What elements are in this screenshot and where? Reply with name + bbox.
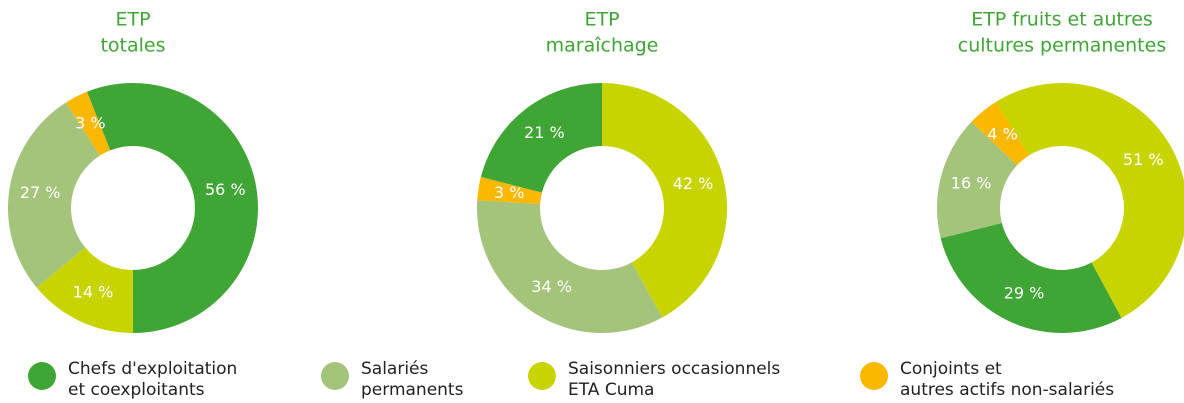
data-label: 56 % — [205, 180, 246, 199]
chart-title: totales — [100, 35, 165, 57]
donut-slice — [936, 121, 1018, 239]
data-label: 29 % — [1004, 284, 1045, 303]
donut-slice — [477, 176, 542, 205]
donut-slice — [66, 91, 111, 156]
donut-slice — [971, 101, 1030, 166]
data-label: 16 % — [951, 173, 992, 192]
chart-title: cultures permanentes — [958, 35, 1166, 57]
legend-swatch — [860, 362, 888, 390]
data-label: 4 % — [987, 125, 1017, 144]
donut-slice — [86, 83, 258, 333]
legend-label: ETA Cuma — [568, 380, 654, 400]
legend-label: permanents — [361, 380, 464, 400]
donut-slice — [7, 102, 100, 288]
donut-slice — [940, 222, 1122, 333]
data-label: 21 % — [524, 123, 565, 142]
data-label: 51 % — [1123, 150, 1164, 169]
data-label: 42 % — [673, 174, 714, 193]
donut-slice — [36, 247, 133, 333]
legend-swatch — [321, 362, 349, 390]
legend-label: Chefs d'exploitation — [68, 359, 237, 379]
legend-swatch — [528, 362, 556, 390]
donut-slice — [995, 83, 1184, 318]
donut-slice — [602, 83, 728, 318]
chart-title: ETP — [584, 9, 619, 31]
donut-slice — [480, 83, 602, 193]
legend-label: Conjoints et — [900, 359, 1002, 379]
chart-title: ETP — [115, 9, 150, 31]
legend-swatch — [28, 362, 56, 390]
legend-label: et coexploitants — [68, 380, 205, 400]
chart-title: maraîchage — [546, 35, 659, 57]
donut-slice — [477, 200, 663, 334]
data-label: 14 % — [73, 283, 114, 302]
chart-title: ETP fruits et autres — [971, 9, 1153, 31]
data-label: 34 % — [531, 277, 572, 296]
data-label: 3 % — [75, 114, 105, 133]
legend-label: Salariés — [361, 359, 429, 379]
legend-label: Saisonniers occasionnels — [568, 359, 780, 379]
data-label: 27 % — [20, 183, 61, 202]
legend-label: autres actifs non-salariés — [900, 380, 1114, 400]
data-label: 3 % — [494, 183, 524, 202]
